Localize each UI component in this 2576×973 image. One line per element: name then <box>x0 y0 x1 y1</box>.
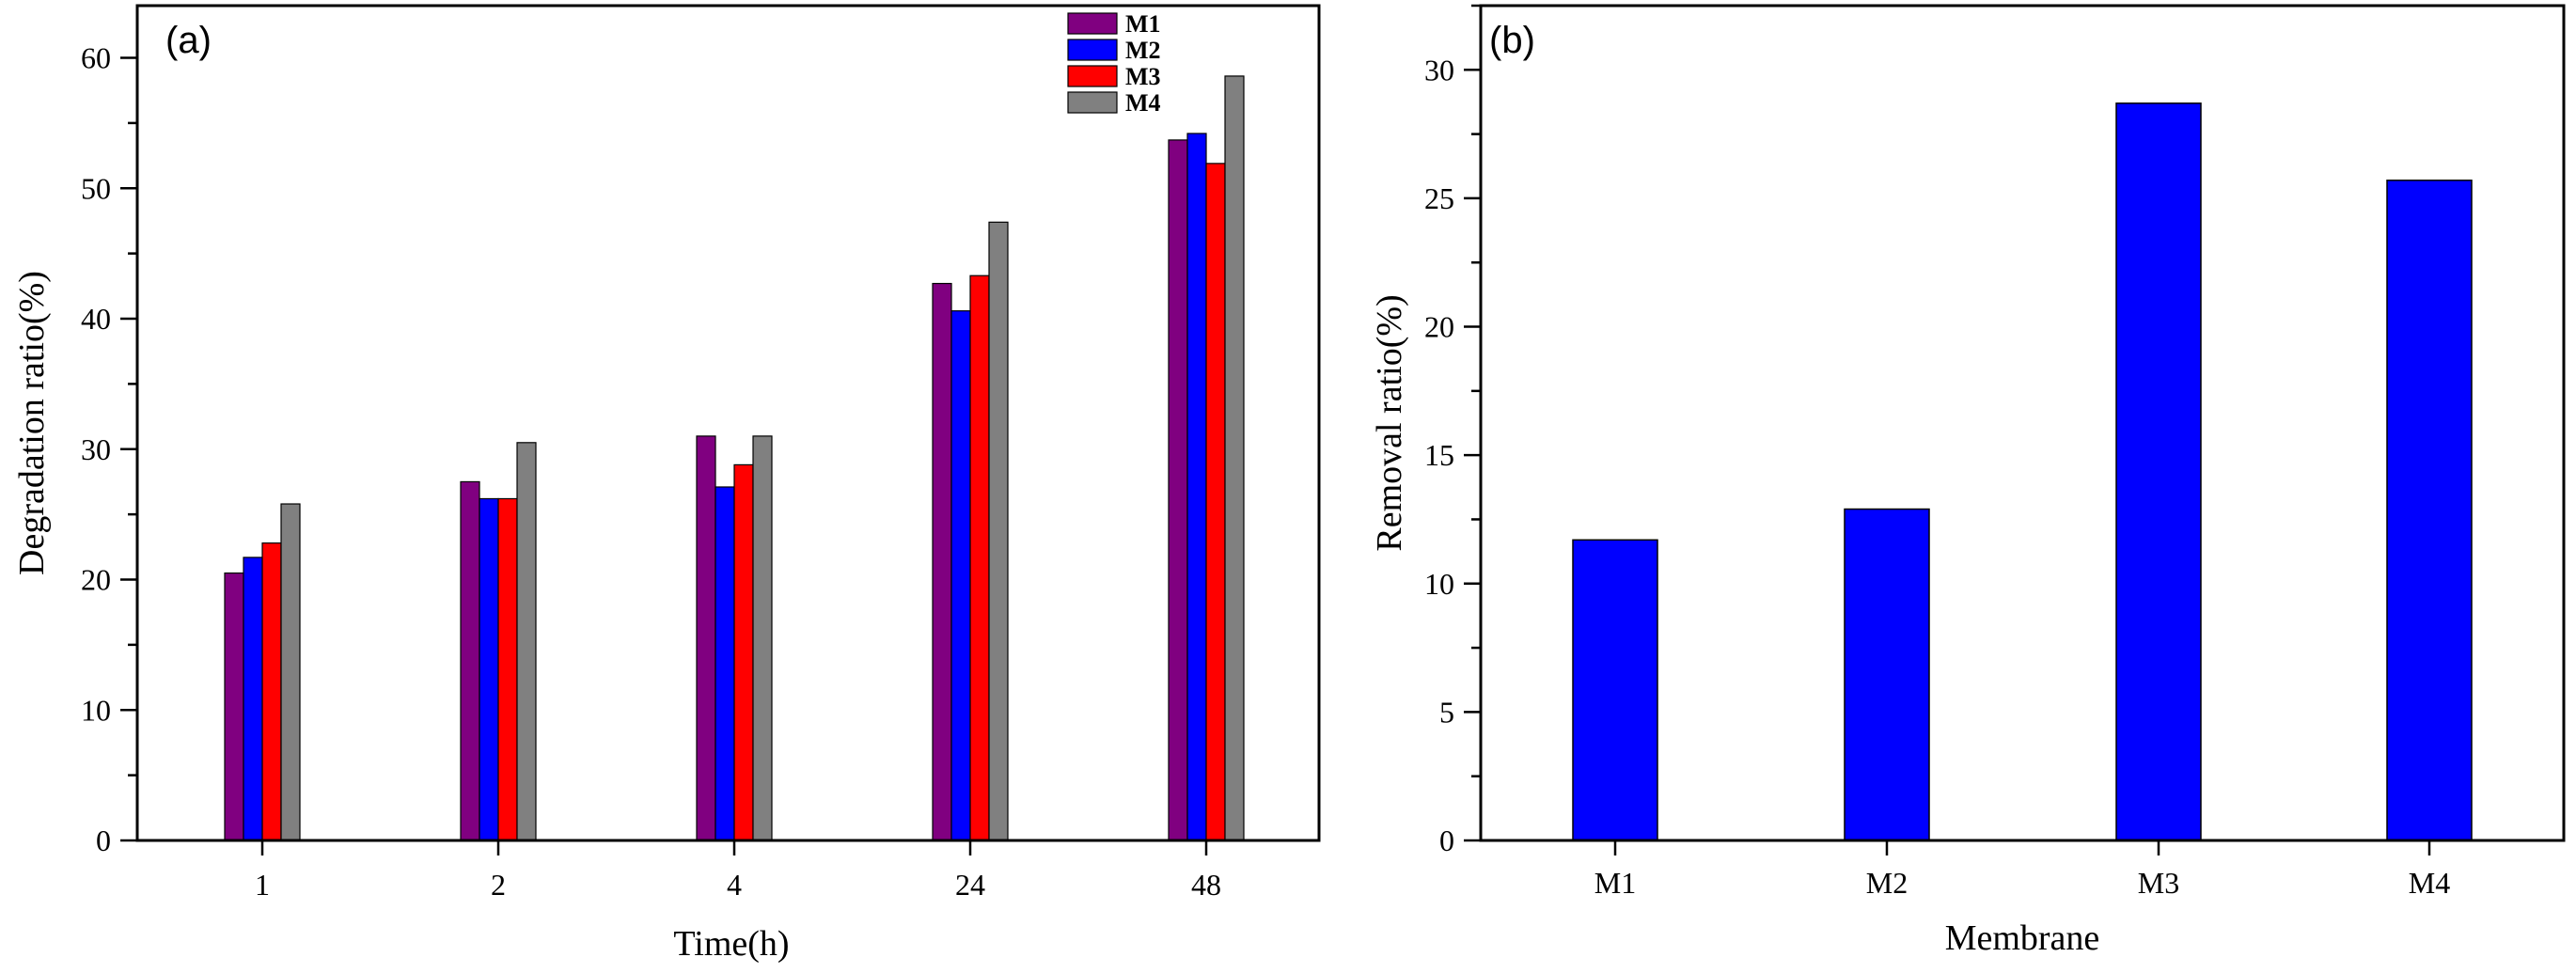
y-tick-label: 40 <box>81 302 111 336</box>
y-tick-label: 0 <box>96 824 111 857</box>
y-tick-label: 25 <box>1424 181 1454 215</box>
y-tick-label: 10 <box>81 693 111 727</box>
x-tick-label: 1 <box>255 868 270 902</box>
x-tick-label: M3 <box>2138 866 2179 900</box>
bar-m1-t4 <box>696 435 716 841</box>
bar-m1-t24 <box>932 282 952 841</box>
bar-m3 <box>2115 102 2202 841</box>
legend-label-m3: M3 <box>1125 63 1161 90</box>
y-tick-label: 10 <box>1424 567 1454 601</box>
bar-m2-t2 <box>479 497 499 841</box>
bar-m2-t24 <box>950 310 971 841</box>
x-axis-b: M1 M2 M3 M4 <box>1594 840 2450 900</box>
y-axis-title-b: Removal ratio(%) <box>1370 294 1409 551</box>
bar-m3-t2 <box>497 497 518 841</box>
x-tick-label: M1 <box>1594 866 1636 900</box>
bar-m1-t2 <box>460 480 480 841</box>
bar-m3-t4 <box>733 463 754 841</box>
plot-frame-a <box>135 4 1321 842</box>
y-tick-label: 15 <box>1424 438 1454 472</box>
x-axis-title-a: Time(h) <box>673 924 789 964</box>
bar-m2-t48 <box>1186 133 1207 841</box>
bar-m3-t24 <box>969 275 990 841</box>
y-axis-title-a: Degradation ratio(%) <box>12 271 52 575</box>
legend-label-m4: M4 <box>1125 89 1161 117</box>
x-tick-label: 48 <box>1191 868 1221 902</box>
y-tick-label: 5 <box>1439 695 1454 729</box>
y-tick-label: 30 <box>1424 53 1454 86</box>
bar-m4-t24 <box>988 221 1009 841</box>
panel-label-a: (a) <box>165 20 212 61</box>
y-tick-label: 20 <box>1424 310 1454 344</box>
bar-m4 <box>2386 180 2473 841</box>
bar-m3-t48 <box>1205 163 1226 841</box>
bar-m2-t1 <box>243 557 263 841</box>
x-tick-label: 2 <box>491 868 506 902</box>
legend-swatch-m2 <box>1067 39 1118 61</box>
bar-m4-t2 <box>516 442 537 841</box>
bar-m1-t1 <box>224 572 244 841</box>
bar-m1-t48 <box>1168 139 1188 841</box>
y-tick-label: 20 <box>81 563 111 597</box>
bar-m4-t4 <box>752 435 773 841</box>
legend-label-m1: M1 <box>1125 10 1161 38</box>
bar-m4-t1 <box>280 503 301 841</box>
chart-panel-b: 0 5 10 15 20 25 30 M1 M2 M3 M4 (b) Membrane Remov… <box>1370 4 2566 958</box>
bar-m2 <box>1844 508 1930 841</box>
plot-frame-b <box>1479 4 2566 842</box>
bar-m3-t1 <box>261 542 282 841</box>
legend-swatch-m4 <box>1067 91 1118 114</box>
bar-m1 <box>1572 539 1658 841</box>
legend-swatch-m3 <box>1067 65 1118 87</box>
y-tick-label: 0 <box>1439 824 1454 857</box>
legend-label-m2: M2 <box>1125 37 1161 64</box>
x-tick-label: 24 <box>955 868 985 902</box>
y-axis-a: 0 10 20 30 40 50 60 <box>81 41 137 857</box>
legend-swatch-m1 <box>1067 12 1118 35</box>
panel-label-b: (b) <box>1489 20 1535 61</box>
x-tick-label: M2 <box>1866 866 1908 900</box>
bar-m4-t48 <box>1224 75 1245 841</box>
y-axis-b: 0 5 10 15 20 25 30 <box>1424 4 1481 857</box>
bar-group-b <box>1572 102 2473 841</box>
y-tick-label: 60 <box>81 41 111 75</box>
y-tick-label: 50 <box>81 171 111 205</box>
y-tick-label: 30 <box>81 432 111 466</box>
x-axis-a: 1 2 4 24 48 <box>255 840 1221 902</box>
bar-group-a <box>224 75 1245 841</box>
x-tick-label: M4 <box>2409 866 2450 900</box>
bar-m2-t4 <box>715 486 735 841</box>
x-tick-label: 4 <box>727 868 742 902</box>
x-axis-title-b: Membrane <box>1945 918 2100 958</box>
